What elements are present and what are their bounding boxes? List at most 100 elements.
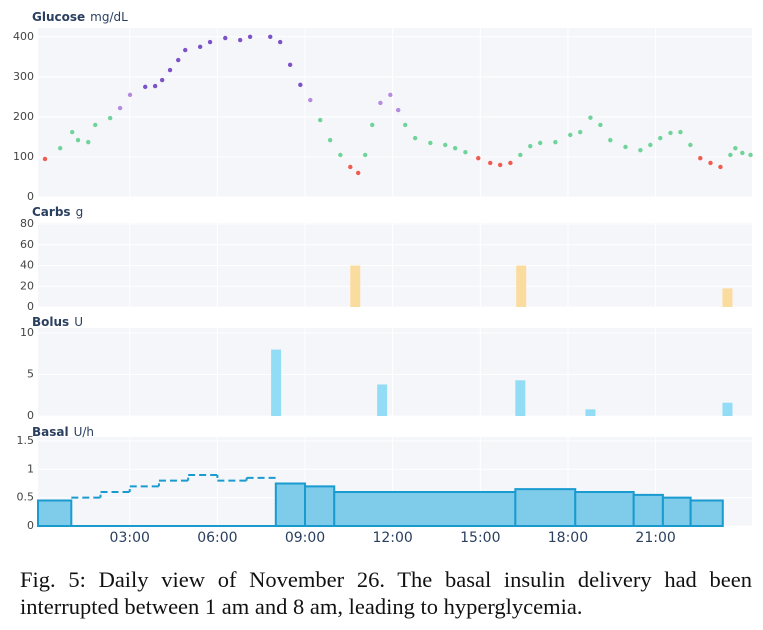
glucose-point xyxy=(197,44,203,50)
basal-step xyxy=(574,490,635,527)
y-tick-label: 60 xyxy=(20,238,34,251)
panel-title-unit: g xyxy=(76,205,84,219)
basal-step xyxy=(37,499,73,527)
glucose-point xyxy=(75,137,81,143)
glucose-point xyxy=(223,35,228,41)
panel-title-name: Carbs xyxy=(32,205,71,219)
glucose-point xyxy=(443,142,448,148)
basal-step xyxy=(689,499,724,527)
glucose-point xyxy=(708,160,713,166)
glucose-point xyxy=(698,155,703,161)
panel-title-name: Glucose xyxy=(32,10,85,24)
x-tick-label: 18:00 xyxy=(548,530,588,546)
panel-title: Basal U/h xyxy=(32,425,94,439)
glucose-point xyxy=(748,152,753,158)
basal-step xyxy=(632,493,664,527)
panel-title: Carbs g xyxy=(32,205,83,219)
basal-step xyxy=(514,488,577,527)
y-tick-label: 5 xyxy=(27,367,34,380)
bar xyxy=(515,380,526,416)
glucose-point xyxy=(298,82,303,88)
glucose-point xyxy=(740,150,745,156)
y-tick-label: 0.5 xyxy=(17,491,35,504)
glucose-point xyxy=(476,155,481,161)
glucose-point xyxy=(127,92,133,98)
bar xyxy=(722,402,733,416)
basal-step xyxy=(304,485,336,527)
basal-step xyxy=(274,482,307,527)
y-tick-label: 1.5 xyxy=(17,434,35,447)
glucose-point xyxy=(568,132,573,138)
x-tick-label: 03:00 xyxy=(110,530,150,546)
y-tick-label: 300 xyxy=(13,70,34,83)
glucose-point xyxy=(688,142,693,148)
panel-title-unit: U xyxy=(74,315,83,329)
glucose-point xyxy=(338,152,343,158)
glucose-point xyxy=(93,122,98,128)
glucose-point xyxy=(403,122,408,128)
glucose-point xyxy=(518,152,523,158)
y-tick-label: 0 xyxy=(27,190,34,203)
bar xyxy=(585,409,596,416)
panel-title: Bolus U xyxy=(32,315,83,329)
y-tick-label: 10 xyxy=(20,326,34,339)
glucose-point xyxy=(176,57,181,63)
plot-background xyxy=(38,328,752,416)
panel-title-name: Basal xyxy=(32,425,69,439)
glucose-point xyxy=(143,84,148,90)
glucose-point xyxy=(167,67,173,73)
glucose-point xyxy=(658,135,663,141)
glucose-point xyxy=(287,62,293,68)
glucose-point xyxy=(268,34,273,40)
glucose-point xyxy=(488,160,493,166)
glucose-point xyxy=(207,39,213,45)
bar xyxy=(722,288,733,307)
panel-title-name: Bolus xyxy=(32,315,69,329)
glucose-point xyxy=(537,140,543,146)
y-tick-label: 80 xyxy=(20,217,34,230)
y-tick-label: 200 xyxy=(13,110,34,123)
x-tick-label: 06:00 xyxy=(197,530,237,546)
glucose-point xyxy=(668,130,673,136)
glucose-point xyxy=(608,137,613,143)
glucose-point xyxy=(728,152,733,158)
glucose-point xyxy=(412,135,418,141)
glucose-point xyxy=(183,47,188,53)
panel-title: Glucose mg/dL xyxy=(32,10,128,24)
panel-title-unit: U/h xyxy=(74,425,94,439)
glucose-point xyxy=(117,105,123,111)
glucose-point xyxy=(277,39,283,45)
glucose-point xyxy=(69,129,75,135)
bar xyxy=(377,384,388,416)
glucose-point xyxy=(648,142,653,148)
glucose-point xyxy=(528,143,533,149)
plot-background xyxy=(38,28,752,197)
glucose-point xyxy=(327,137,333,143)
basal-step xyxy=(661,496,692,527)
glucose-point xyxy=(348,164,353,170)
glucose-point xyxy=(318,117,323,123)
glucose-point xyxy=(578,129,583,135)
glucose-point xyxy=(588,115,593,120)
glucose-point xyxy=(388,92,393,98)
bar xyxy=(516,265,527,307)
glucose-point xyxy=(152,83,158,89)
x-tick-label: 15:00 xyxy=(460,530,500,546)
glucose-point xyxy=(355,170,361,176)
glucose-point xyxy=(396,107,401,113)
glucose-point xyxy=(363,152,368,158)
bar xyxy=(271,349,282,416)
glucose-point xyxy=(42,156,48,162)
y-tick-label: 0 xyxy=(27,300,34,313)
glucose-point xyxy=(378,100,383,106)
glucose-point xyxy=(733,145,738,151)
glucose-point xyxy=(247,34,253,40)
glucose-point xyxy=(638,147,643,153)
glucose-point xyxy=(86,139,91,145)
x-tick-label: 09:00 xyxy=(285,530,325,546)
glucose-point xyxy=(370,122,375,128)
glucose-point xyxy=(308,97,313,103)
glucose-point xyxy=(553,139,558,145)
y-tick-label: 20 xyxy=(20,279,34,292)
